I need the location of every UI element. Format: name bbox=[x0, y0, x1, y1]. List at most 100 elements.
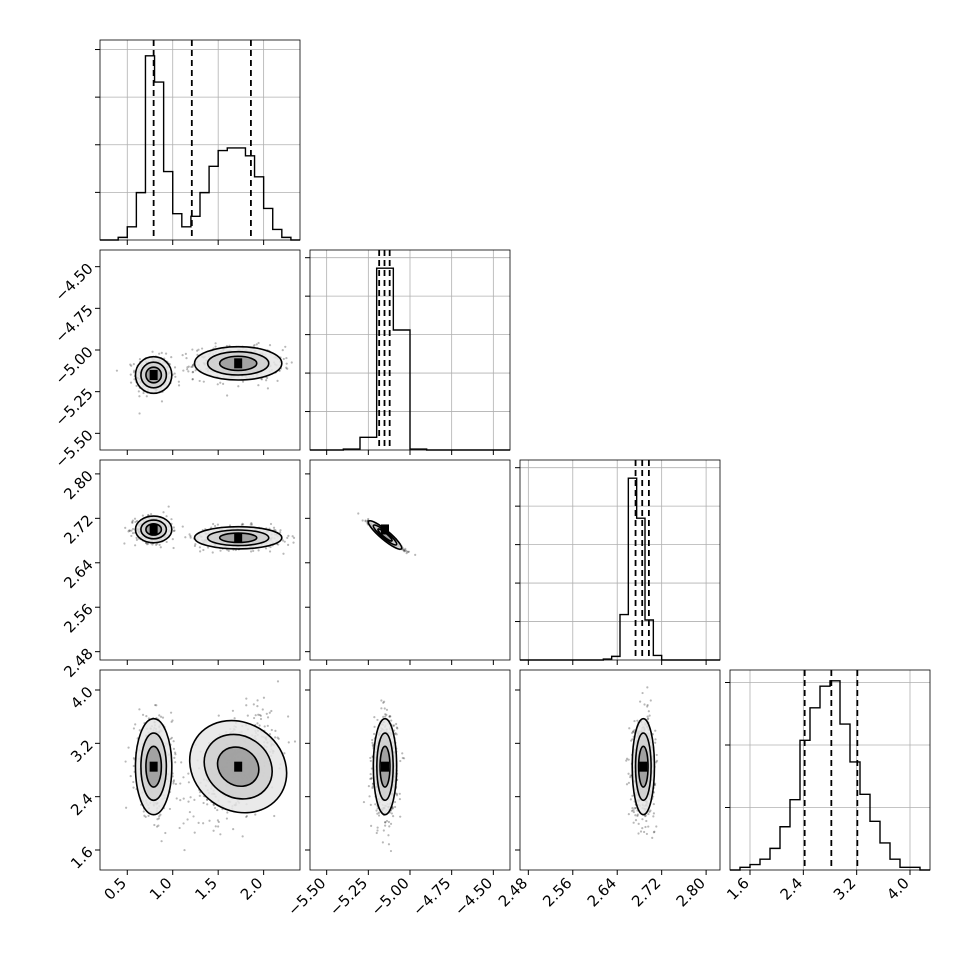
sample-point bbox=[276, 379, 279, 382]
sample-point bbox=[216, 819, 220, 822]
sample-point bbox=[293, 740, 297, 743]
sample-point bbox=[266, 724, 269, 727]
sample-point bbox=[165, 515, 168, 518]
sample-point bbox=[395, 733, 398, 736]
sample-point bbox=[652, 812, 656, 815]
sample-point bbox=[266, 716, 270, 719]
density-peak bbox=[149, 761, 158, 772]
sample-point bbox=[129, 381, 133, 384]
x-tick-label: 2.80 bbox=[673, 874, 709, 910]
sample-point bbox=[284, 345, 287, 348]
sample-point bbox=[385, 713, 388, 716]
sample-point bbox=[370, 777, 373, 780]
sample-point bbox=[282, 552, 285, 555]
panel-frame bbox=[519, 669, 721, 871]
sample-point bbox=[285, 366, 288, 369]
sample-point bbox=[160, 840, 163, 843]
density-peak bbox=[149, 370, 158, 380]
y-axis-1-0: −5.50−5.25−5.00−4.75−4.50 bbox=[51, 260, 100, 471]
sample-point bbox=[170, 356, 173, 359]
sample-point bbox=[266, 387, 270, 390]
sample-point bbox=[279, 529, 282, 532]
sample-point bbox=[395, 794, 399, 797]
sample-point bbox=[649, 699, 652, 702]
sample-point bbox=[135, 519, 139, 523]
sample-point bbox=[132, 362, 135, 366]
sample-point bbox=[138, 395, 141, 398]
sample-point bbox=[217, 820, 220, 824]
sample-point bbox=[191, 377, 194, 381]
sample-point bbox=[276, 680, 280, 683]
x-tick-label: 2.56 bbox=[539, 874, 575, 910]
sample-point bbox=[388, 715, 391, 718]
sample-point bbox=[191, 348, 194, 351]
y-tick-label: −5.00 bbox=[51, 343, 96, 388]
sample-point bbox=[131, 519, 134, 522]
sample-point bbox=[303, 363, 305, 365]
sample-point bbox=[196, 353, 199, 356]
sample-point bbox=[290, 361, 293, 364]
sample-point bbox=[380, 707, 383, 710]
sample-point bbox=[376, 826, 379, 829]
sample-point bbox=[627, 813, 630, 816]
sample-point bbox=[654, 729, 657, 732]
sample-point bbox=[643, 703, 646, 706]
x-tick-label: 1.0 bbox=[146, 874, 176, 904]
sample-point bbox=[254, 813, 257, 816]
sample-point bbox=[190, 365, 193, 369]
sample-point bbox=[655, 825, 658, 828]
sample-point bbox=[143, 814, 146, 817]
sample-point bbox=[261, 708, 264, 711]
sample-point bbox=[202, 801, 205, 805]
sample-point bbox=[390, 812, 393, 815]
x-tick-label: 0.5 bbox=[101, 874, 131, 904]
sample-point bbox=[170, 518, 173, 521]
sample-point bbox=[291, 535, 294, 538]
sample-point bbox=[375, 831, 378, 835]
sample-point bbox=[194, 543, 197, 546]
sample-point bbox=[184, 352, 187, 355]
sample-point bbox=[384, 821, 387, 824]
histogram-panel-3 bbox=[725, 669, 931, 871]
x-axis-3-1: −5.50−5.25−5.00−4.75−4.50 bbox=[284, 870, 496, 919]
sample-point bbox=[264, 547, 268, 550]
sample-point bbox=[368, 795, 371, 798]
sample-point bbox=[646, 718, 649, 721]
sample-point bbox=[172, 526, 176, 529]
sample-point bbox=[269, 522, 273, 526]
sample-point bbox=[131, 532, 135, 535]
sample-point bbox=[132, 371, 136, 374]
x-axis-0-0 bbox=[126, 240, 265, 245]
sample-point bbox=[629, 798, 632, 801]
sample-point bbox=[150, 512, 153, 516]
sample-point bbox=[371, 744, 374, 747]
sample-point bbox=[387, 834, 390, 837]
sample-point bbox=[652, 802, 655, 806]
sample-point bbox=[269, 545, 272, 549]
sample-point bbox=[382, 715, 385, 718]
x-tick-label: 1.5 bbox=[191, 874, 221, 904]
x-axis-1-0 bbox=[126, 450, 265, 455]
sample-point bbox=[646, 705, 649, 708]
sample-point bbox=[376, 718, 379, 722]
sample-point bbox=[655, 753, 658, 757]
sample-point bbox=[389, 715, 392, 718]
sample-point bbox=[402, 549, 405, 552]
sample-point bbox=[252, 549, 255, 553]
sample-point bbox=[134, 544, 137, 547]
sample-point bbox=[199, 550, 202, 553]
sample-point bbox=[245, 814, 249, 818]
sample-point bbox=[245, 815, 248, 819]
sample-point bbox=[141, 713, 145, 716]
sample-point bbox=[644, 814, 647, 817]
sample-point bbox=[182, 797, 185, 800]
scatter-panel-2-0 bbox=[99, 459, 301, 661]
sample-point bbox=[158, 543, 161, 546]
sample-point bbox=[138, 729, 141, 732]
y-tick-label: −4.75 bbox=[51, 301, 96, 346]
sample-point bbox=[157, 817, 161, 820]
sample-point bbox=[652, 815, 655, 818]
sample-point bbox=[153, 823, 156, 827]
sample-point bbox=[174, 782, 178, 786]
